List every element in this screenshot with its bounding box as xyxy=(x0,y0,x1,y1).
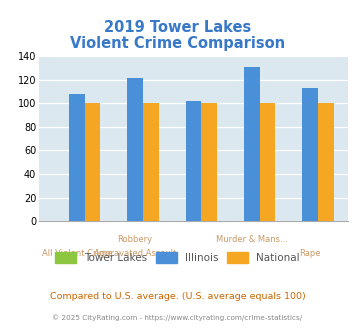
Bar xyxy=(186,101,201,221)
Bar xyxy=(84,103,100,221)
Bar xyxy=(302,88,318,221)
Bar xyxy=(127,79,143,221)
Text: Compared to U.S. average. (U.S. average equals 100): Compared to U.S. average. (U.S. average … xyxy=(50,292,305,301)
Text: All Violent Crime: All Violent Crime xyxy=(42,249,112,258)
Text: 2019 Tower Lakes: 2019 Tower Lakes xyxy=(104,20,251,35)
Text: Aggravated Assault: Aggravated Assault xyxy=(94,249,176,258)
Text: Rape: Rape xyxy=(300,249,321,258)
Text: Robbery: Robbery xyxy=(118,235,153,244)
Bar xyxy=(318,103,334,221)
Text: Murder & Mans...: Murder & Mans... xyxy=(216,235,288,244)
Bar xyxy=(69,94,84,221)
Text: Violent Crime Comparison: Violent Crime Comparison xyxy=(70,36,285,51)
Legend: Tower Lakes, Illinois, National: Tower Lakes, Illinois, National xyxy=(51,248,304,267)
Text: © 2025 CityRating.com - https://www.cityrating.com/crime-statistics/: © 2025 CityRating.com - https://www.city… xyxy=(53,314,302,321)
Bar xyxy=(143,103,159,221)
Bar xyxy=(260,103,275,221)
Bar xyxy=(244,67,260,221)
Bar xyxy=(201,103,217,221)
